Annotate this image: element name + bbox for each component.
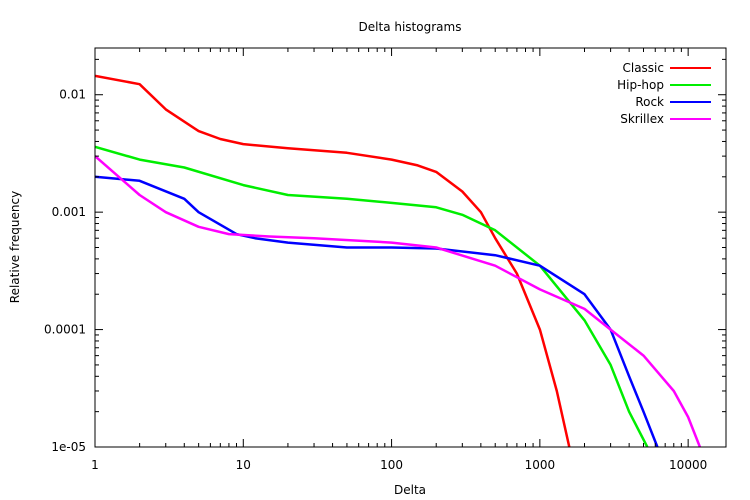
legend-label-classic: Classic [622, 61, 664, 75]
series-line-rock [95, 175, 659, 447]
legend-label-rock: Rock [635, 95, 664, 109]
y-axis-label: Relative frequency [8, 191, 22, 303]
y-tick-label: 0.01 [59, 88, 86, 102]
legend-label-skrillex: Skrillex [620, 112, 664, 126]
x-tick-label: 1 [91, 458, 99, 472]
y-tick-label: 0.001 [52, 205, 86, 219]
x-tick-label: 100 [380, 458, 403, 472]
series-line-hip-hop [95, 145, 649, 447]
series-layer [95, 74, 702, 447]
y-tick-label: 1e-05 [51, 440, 86, 454]
legend-label-hip-hop: Hip-hop [617, 78, 664, 92]
x-axis-label: Delta [394, 483, 426, 497]
axis-ticks: 1 10 100 1000 10000 1e-05 0.0001 0.001 0.01 [44, 48, 726, 472]
series-line-skrillex [95, 155, 702, 447]
y-tick-label: 0.0001 [44, 323, 86, 337]
chart-title: Delta histograms [359, 20, 462, 34]
legend: Classic Hip-hop Rock Skrillex [617, 61, 711, 126]
x-tick-label: 1000 [525, 458, 556, 472]
series-line-classic [95, 74, 571, 447]
x-tick-label: 10 [236, 458, 251, 472]
x-tick-label: 10000 [669, 458, 707, 472]
